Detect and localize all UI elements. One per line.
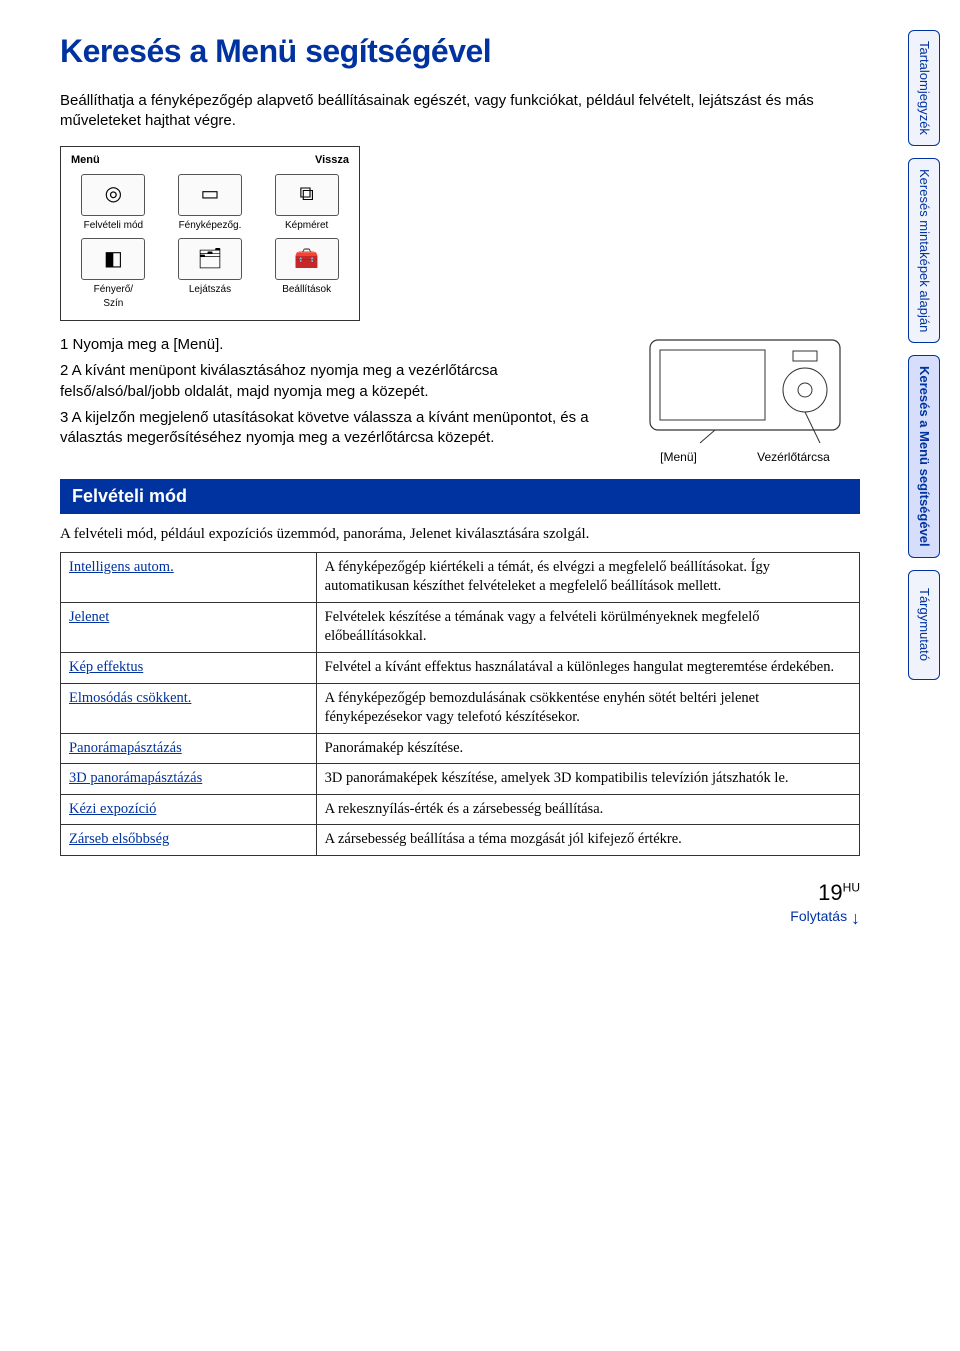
mode-desc: 3D panorámaképek készítése, amelyek 3D k… — [316, 764, 859, 795]
mode-name[interactable]: Panorámapásztázás — [61, 733, 317, 764]
tab-index[interactable]: Tárgymutató — [908, 570, 940, 680]
table-row: Zárseb elsőbbségA zársebesség beállítása… — [61, 825, 860, 856]
table-row: Elmosódás csökkent.A fényképezőgép bemoz… — [61, 683, 860, 733]
menu-cell-setup: 🧰 Beállítások — [264, 238, 349, 310]
menu-cell-label: Beállítások — [264, 283, 349, 297]
page-title: Keresés a Menü segítségével — [60, 30, 860, 73]
camera-icon: ▭ — [178, 174, 242, 216]
side-tabs: Tartalomjegyzék Keresés mintaképek alapj… — [908, 30, 940, 680]
section-heading: Felvételi mód — [60, 479, 860, 513]
mode-name[interactable]: Kép effektus — [61, 653, 317, 684]
tab-menu-search[interactable]: Keresés a Menü segítségével — [908, 355, 940, 558]
mode-desc: A zársebesség beállítása a téma mozgását… — [316, 825, 859, 856]
menu-cell-imagesize: ⧉ Képméret — [264, 174, 349, 233]
mode-name[interactable]: Elmosódás csökkent. — [61, 683, 317, 733]
intro-text: Beállíthatja a fényképezőgép alapvető be… — [60, 91, 860, 132]
steps-list: 1 Nyomja meg a [Menü]. 2 A kívánt menüpo… — [60, 335, 610, 454]
section-intro: A felvételi mód, például expozíciós üzem… — [60, 524, 860, 544]
table-row: JelenetFelvételek készítése a témának va… — [61, 602, 860, 652]
mode-name[interactable]: 3D panorámapásztázás — [61, 764, 317, 795]
camera-figure: [Menü] Vezérlőtárcsa — [630, 335, 860, 465]
menu-grid: ◎ Felvételi mód ▭ Fényképezőg. ⧉ Képmére… — [71, 174, 349, 311]
arrow-down-icon: ↓ — [851, 908, 860, 928]
tab-sample-search[interactable]: Keresés mintaképek alapján — [908, 158, 940, 343]
menu-cell-label: Képméret — [264, 219, 349, 233]
toolbox-icon: 🧰 — [275, 238, 339, 280]
mode-desc: Felvételek készítése a témának vagy a fe… — [316, 602, 859, 652]
menu-cell-label: Fényerő/ Szín — [71, 283, 156, 310]
continue-link[interactable]: Folytatás ↓ — [790, 906, 860, 930]
menu-cell-playback: 🗂 Lejátszás — [168, 238, 253, 310]
mode-desc: A rekesznyílás-érték és a zársebesség be… — [316, 794, 859, 825]
mode-desc: Panorámakép készítése. — [316, 733, 859, 764]
mode-desc: A fényképezőgép kiértékeli a témát, és e… — [316, 552, 859, 602]
menu-cell-label: Felvételi mód — [71, 219, 156, 233]
mode-name[interactable]: Kézi expozíció — [61, 794, 317, 825]
camera-back-icon — [645, 335, 845, 445]
table-row: Kép effektusFelvétel a kívánt effektus h… — [61, 653, 860, 684]
menu-cell-label: Lejátszás — [168, 283, 253, 297]
menu-cell-brightness: ◧ Fényerő/ Szín — [71, 238, 156, 310]
step-1: 1 Nyomja meg a [Menü]. — [60, 335, 610, 355]
page-number: 19HU — [818, 878, 860, 908]
mode-desc: Felvétel a kívánt effektus használatával… — [316, 653, 859, 684]
menu-label: Menü — [71, 153, 100, 168]
mode-name[interactable]: Jelenet — [61, 602, 317, 652]
camera-wheel-label: Vezérlőtárcsa — [757, 449, 830, 465]
step-2: 2 A kívánt menüpont kiválasztásához nyom… — [60, 361, 610, 402]
back-label: Vissza — [315, 153, 349, 168]
table-row: 3D panorámapásztázás3D panorámaképek kés… — [61, 764, 860, 795]
mode-desc: A fényképezőgép bemozdulásának csökkenté… — [316, 683, 859, 733]
mode-name[interactable]: Zárseb elsőbbség — [61, 825, 317, 856]
imagesize-icon: ⧉ — [275, 174, 339, 216]
menu-cell-shootmode: ◎ Felvételi mód — [71, 174, 156, 233]
menu-panel: Menü Vissza ◎ Felvételi mód ▭ Fényképező… — [60, 146, 360, 321]
step-3: 3 A kijelzőn megjelenő utasításokat köve… — [60, 408, 610, 449]
tab-toc[interactable]: Tartalomjegyzék — [908, 30, 940, 146]
dial-icon: ◎ — [81, 174, 145, 216]
table-row: Kézi expozícióA rekesznyílás-érték és a … — [61, 794, 860, 825]
modes-table: Intelligens autom.A fényképezőgép kiérté… — [60, 552, 860, 856]
menu-cell-camera: ▭ Fényképezőg. — [168, 174, 253, 233]
camera-menu-label: [Menü] — [660, 449, 697, 465]
brightness-icon: ◧ — [81, 238, 145, 280]
table-row: Intelligens autom.A fényképezőgép kiérté… — [61, 552, 860, 602]
menu-cell-label: Fényképezőg. — [168, 219, 253, 233]
playback-icon: 🗂 — [178, 238, 242, 280]
mode-name[interactable]: Intelligens autom. — [61, 552, 317, 602]
table-row: PanorámapásztázásPanorámakép készítése. — [61, 733, 860, 764]
